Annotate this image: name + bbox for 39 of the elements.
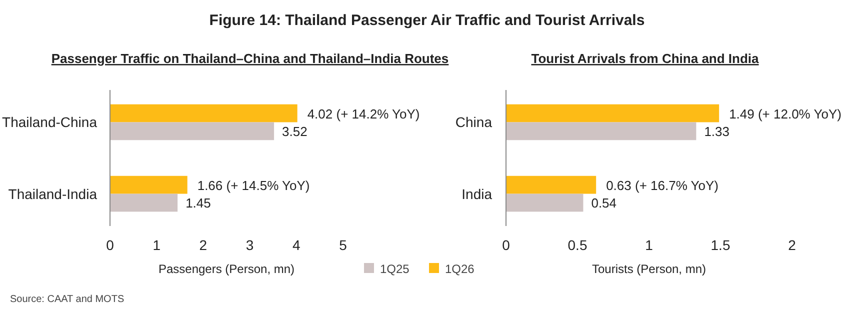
data-label: 1.66 (+ 14.5% YoY) — [197, 178, 310, 193]
bar — [110, 104, 298, 122]
chart-subtitle: Tourist Arrivals from China and India — [531, 51, 760, 66]
x-tick-label: 0 — [106, 237, 114, 253]
x-tick-label: 0.5 — [568, 237, 588, 253]
data-label: 1.45 — [186, 196, 211, 211]
x-axis-title: Tourists (Person, mn) — [592, 262, 706, 276]
bar — [110, 194, 178, 212]
legend-label: 1Q25 — [380, 262, 410, 276]
bar — [506, 104, 720, 122]
data-label: 0.63 (+ 16.7% YoY) — [606, 178, 718, 193]
x-tick-label: 1 — [152, 237, 161, 253]
y-tick-label: China — [455, 114, 492, 130]
data-label: 3.52 — [282, 124, 308, 140]
text: Figure 14: Thailand Passenger Air Traffic and Tourist Arrivals — [209, 12, 645, 29]
chart-subtitle: Passenger Traffic on Thailand–China and Thailand–India Routes — [51, 51, 449, 66]
y-tick-label: Thailand-China — [2, 114, 98, 130]
x-axis-title: Passengers (Person, mn) — [158, 262, 295, 276]
x-tick-label: 1 — [645, 237, 654, 253]
y-tick-label: Thailand-India — [8, 186, 98, 202]
x-tick-label: 2 — [788, 237, 796, 253]
bar — [506, 194, 584, 212]
x-tick-label: 4 — [292, 237, 300, 253]
bar — [506, 176, 596, 194]
x-tick-label: 3 — [246, 237, 254, 253]
x-tick-label: 0 — [502, 237, 510, 253]
bar — [506, 122, 696, 140]
data-label: 1.33 — [704, 124, 730, 140]
source-note: Source: CAAT and MOTS — [10, 294, 124, 305]
x-tick-label: 2 — [199, 237, 208, 253]
legend-label: 1Q26 — [445, 262, 475, 276]
data-label: 4.02 (+ 14.2% YoY) — [307, 106, 420, 122]
x-tick-label: 5 — [339, 237, 348, 253]
bar — [110, 176, 188, 194]
bar — [110, 122, 274, 140]
data-label: 0.54 — [591, 196, 617, 211]
y-tick-label: India — [462, 186, 492, 202]
data-label: 1.49 (+ 12.0% YoY) — [729, 106, 842, 122]
x-tick-label: 1.5 — [710, 237, 730, 253]
